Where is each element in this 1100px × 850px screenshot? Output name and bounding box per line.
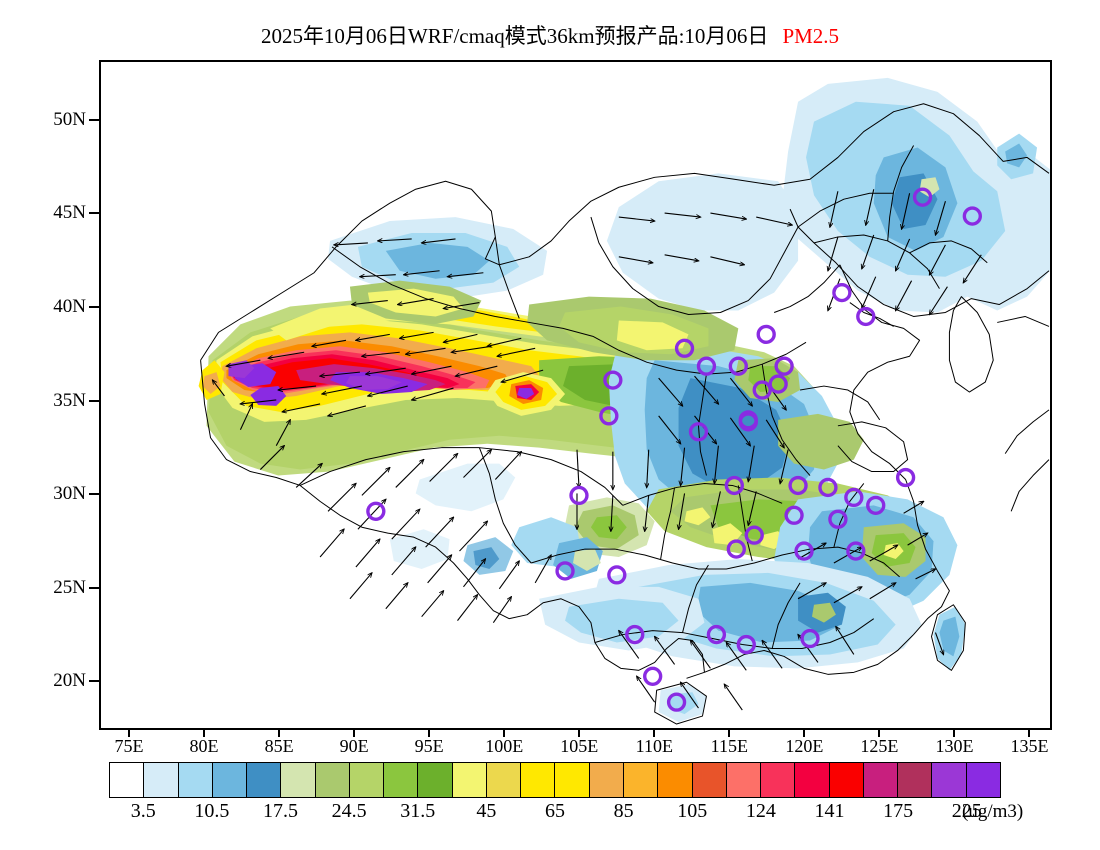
page-title: 2025年10月06日WRF/cmaq模式36km预报产品:10月06日 PM2.… — [0, 20, 1100, 50]
lat-label-50N: 50N — [53, 108, 86, 130]
colorbar-tick-175: 175 — [883, 800, 914, 822]
lon-label-80E: 80E — [189, 736, 219, 756]
colorbar[interactable] — [109, 762, 1001, 798]
colorbar-segment-2[interactable] — [178, 763, 213, 797]
colorbar-segment-4[interactable] — [247, 763, 282, 797]
wind-vectors — [213, 189, 982, 711]
colorbar-tick-3.5: 3.5 — [130, 800, 156, 822]
colorbar-segment-15[interactable] — [623, 763, 659, 797]
colorbar-tick-141: 141 — [814, 800, 845, 822]
lon-label-85E: 85E — [264, 736, 294, 756]
lat-label-35N: 35N — [53, 389, 86, 411]
lat-label-40N: 40N — [53, 296, 86, 318]
lat-tick — [89, 586, 99, 589]
lat-tick — [89, 212, 99, 215]
lon-tick — [428, 728, 431, 737]
colorbar-tick-225: 225 — [951, 800, 982, 822]
title-species-label: PM2.5 — [782, 24, 840, 48]
colorbar-tick-17.5: 17.5 — [263, 800, 299, 822]
colorbar-tick-24.5: 24.5 — [331, 800, 367, 822]
lon-tick — [278, 728, 281, 737]
lat-tick — [89, 306, 99, 309]
colorbar-segment-22[interactable] — [863, 763, 899, 797]
colorbar-segment-25[interactable] — [966, 763, 1000, 797]
lat-label-25N: 25N — [53, 576, 86, 598]
observation-stations[interactable] — [366, 187, 982, 712]
map-canvas — [198, 77, 1050, 725]
colorbar-segment-21[interactable] — [829, 763, 864, 797]
colorbar-segment-12[interactable] — [521, 763, 556, 797]
lon-tick — [803, 728, 806, 737]
colorbar-segment-9[interactable] — [418, 763, 453, 797]
lon-label-95E: 95E — [414, 736, 444, 756]
colorbar-segment-3[interactable] — [212, 763, 248, 797]
colorbar-tick-labels: 3.5 10.5 17.5 24.5 31.5 45 65 85 105 124 141 175 225 — [0, 800, 1100, 826]
colorbar-tick-124: 124 — [745, 800, 776, 822]
lon-label-110E: 110E — [635, 736, 673, 756]
colorbar-segment-11[interactable] — [486, 763, 522, 797]
colorbar-tick-105: 105 — [677, 800, 708, 822]
colorbar-segments[interactable] — [109, 762, 1001, 798]
colorbar-segment-8[interactable] — [384, 763, 419, 797]
colorbar-segment-16[interactable] — [658, 763, 693, 797]
colorbar-segment-5[interactable] — [281, 763, 316, 797]
colorbar-segment-7[interactable] — [349, 763, 385, 797]
colorbar-units-label: (ug/m3) — [962, 801, 1024, 822]
lon-label-115E: 115E — [710, 736, 748, 756]
colorbar-segment-6[interactable] — [315, 763, 350, 797]
lon-tick — [728, 728, 731, 737]
lon-tick — [953, 728, 956, 737]
lon-tick — [128, 728, 131, 737]
colorbar-segment-17[interactable] — [692, 763, 727, 797]
lon-tick — [503, 728, 506, 737]
lon-label-120E: 120E — [785, 736, 824, 756]
lat-label-30N: 30N — [53, 483, 86, 505]
lat-label-45N: 45N — [53, 202, 86, 224]
colorbar-tick-85: 85 — [613, 800, 634, 822]
pm25-contour-field — [198, 77, 1050, 723]
forecast-map[interactable]: 10 m/s 版权所有: 南京大学 | 南京创蓝科技有限公司 — [99, 60, 1052, 730]
colorbar-segment-1[interactable] — [144, 763, 179, 797]
lon-tick — [653, 728, 656, 737]
colorbar-segment-10[interactable] — [452, 763, 487, 797]
lon-label-105E: 105E — [560, 736, 599, 756]
colorbar-tick-31.5: 31.5 — [400, 800, 436, 822]
title-main-text: 2025年10月06日WRF/cmaq模式36km预报产品:10月06日 — [260, 24, 769, 48]
lon-tick — [1028, 728, 1031, 737]
lon-tick — [203, 728, 206, 737]
colorbar-tick-45: 45 — [476, 800, 497, 822]
lon-tick — [878, 728, 881, 737]
colorbar-segment-14[interactable] — [589, 763, 624, 797]
lon-label-100E: 100E — [485, 736, 524, 756]
lon-label-135E: 135E — [1010, 736, 1049, 756]
lon-label-125E: 125E — [860, 736, 899, 756]
colorbar-segment-24[interactable] — [932, 763, 967, 797]
colorbar-segment-13[interactable] — [555, 763, 590, 797]
lon-label-90E: 90E — [339, 736, 369, 756]
colorbar-segment-0[interactable] — [110, 763, 145, 797]
colorbar-segment-19[interactable] — [761, 763, 796, 797]
lat-tick — [89, 680, 99, 683]
lat-tick — [89, 493, 99, 496]
colorbar-segment-20[interactable] — [795, 763, 830, 797]
colorbar-tick-10.5: 10.5 — [194, 800, 230, 822]
colorbar-segment-18[interactable] — [726, 763, 762, 797]
colorbar-segment-23[interactable] — [898, 763, 933, 797]
lon-tick — [578, 728, 581, 737]
lat-label-20N: 20N — [53, 670, 86, 692]
colorbar-tick-65: 65 — [545, 800, 565, 822]
lat-tick — [89, 399, 99, 402]
lat-tick — [89, 118, 99, 121]
lon-tick — [353, 728, 356, 737]
lon-label-130E: 130E — [935, 736, 974, 756]
lon-label-75E: 75E — [114, 736, 144, 756]
